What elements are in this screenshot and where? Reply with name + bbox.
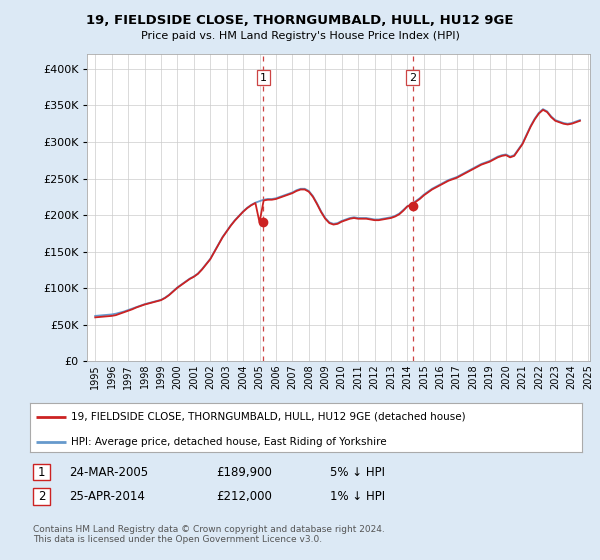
Text: 5% ↓ HPI: 5% ↓ HPI bbox=[330, 465, 385, 479]
Text: Price paid vs. HM Land Registry's House Price Index (HPI): Price paid vs. HM Land Registry's House … bbox=[140, 31, 460, 41]
Text: 1: 1 bbox=[38, 465, 45, 479]
Text: 19, FIELDSIDE CLOSE, THORNGUMBALD, HULL, HU12 9GE (detached house): 19, FIELDSIDE CLOSE, THORNGUMBALD, HULL,… bbox=[71, 412, 466, 422]
Text: 1% ↓ HPI: 1% ↓ HPI bbox=[330, 490, 385, 503]
Text: HPI: Average price, detached house, East Riding of Yorkshire: HPI: Average price, detached house, East… bbox=[71, 437, 387, 447]
Text: 25-APR-2014: 25-APR-2014 bbox=[69, 490, 145, 503]
Text: 19, FIELDSIDE CLOSE, THORNGUMBALD, HULL, HU12 9GE: 19, FIELDSIDE CLOSE, THORNGUMBALD, HULL,… bbox=[86, 14, 514, 27]
Text: 2: 2 bbox=[409, 73, 416, 82]
Text: 1: 1 bbox=[260, 73, 267, 82]
Text: 24-MAR-2005: 24-MAR-2005 bbox=[69, 465, 148, 479]
Text: 2: 2 bbox=[38, 490, 45, 503]
Text: £212,000: £212,000 bbox=[216, 490, 272, 503]
Text: Contains HM Land Registry data © Crown copyright and database right 2024.
This d: Contains HM Land Registry data © Crown c… bbox=[33, 525, 385, 544]
Text: £189,900: £189,900 bbox=[216, 465, 272, 479]
